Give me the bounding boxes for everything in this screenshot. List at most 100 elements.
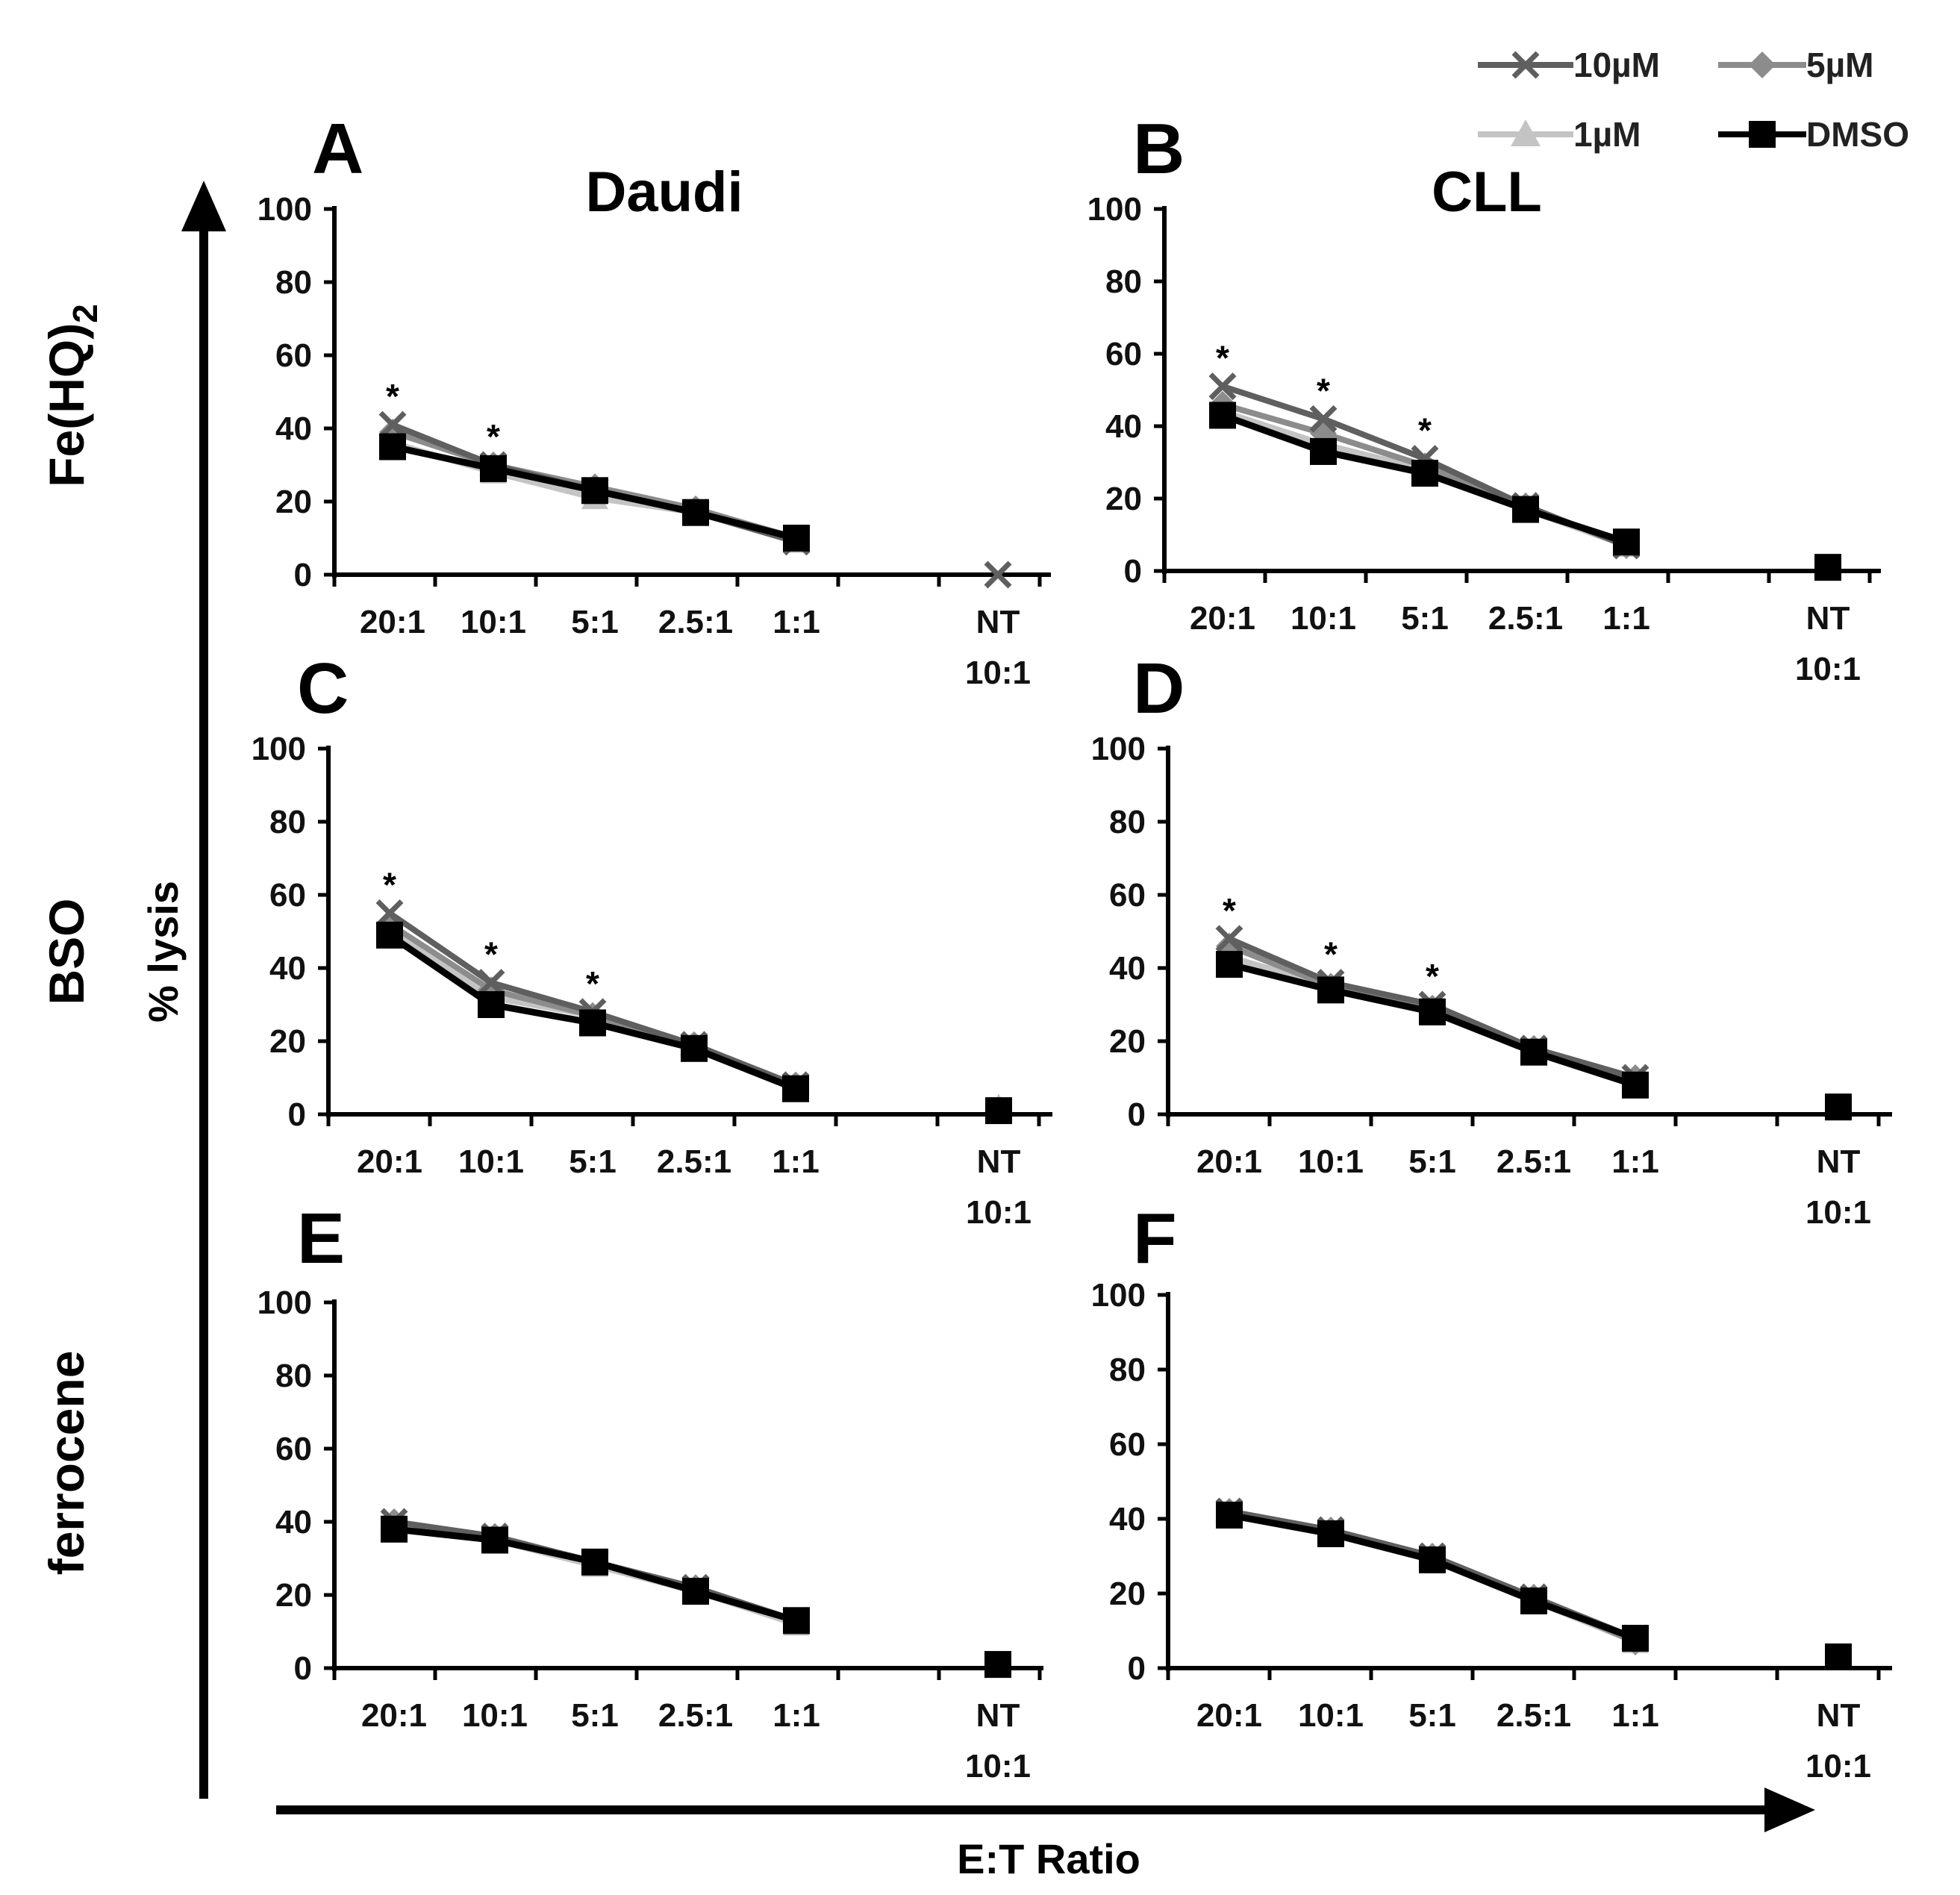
point-dmso [783, 1607, 810, 1635]
x-tick-label: 1:1 [1602, 600, 1650, 637]
square-icon [1749, 121, 1776, 148]
legend-label-dmso: DMSO [1806, 115, 1909, 154]
panel-letter-a: A [312, 109, 363, 189]
x-tick-label: 5:1 [1408, 1143, 1456, 1180]
row-title-fehq2-text: Fe(HQ) [39, 323, 94, 487]
series-line-5um [1229, 1508, 1637, 1645]
x-tick-label: 2.5:1 [658, 1697, 733, 1734]
y-tick-label: 40 [269, 950, 306, 987]
y-tick-label: 20 [1109, 1023, 1146, 1060]
point-dmso [381, 1515, 408, 1543]
x-tick-label-line: NT [976, 604, 1020, 640]
x-tick-label: 10:1 [458, 1143, 524, 1180]
significance-star: * [1223, 891, 1236, 930]
x-tick-label-line: NT [977, 1143, 1021, 1180]
panel-c: C 0 20 40 60 80 100 20:1 10:1 5:1 2.5:1 1:1 NT 10:1 *… [252, 649, 1052, 1231]
y-tick-label: 60 [269, 877, 306, 914]
legend-item-5um: 5µM [1718, 46, 1873, 84]
x-tick-label-line: 10:1 [966, 1194, 1032, 1231]
point-dmso [682, 499, 709, 526]
point-dmso [682, 1578, 709, 1605]
x-tick-label: 10:1 [1290, 600, 1356, 637]
y-tick-label: 80 [1109, 1352, 1146, 1388]
x-tick-label-line: 10:1 [1805, 1748, 1871, 1785]
x-tick-label-line: 10:1 [1805, 1194, 1871, 1231]
y-tick-label: 60 [1105, 336, 1142, 372]
panel-b: B 0 20 40 60 80 100 20:1 10:1 5:1 2.5:1 1:1 NT 10:1 *… [1087, 109, 1881, 687]
y-tick-label: 0 [294, 557, 312, 593]
y-tick-label: 40 [275, 410, 312, 447]
legend-item-dmso: DMSO [1718, 115, 1909, 154]
x-tick-label-line: 10:1 [965, 1748, 1031, 1785]
point-10um [375, 899, 404, 927]
x-tick-label: 10:1 [462, 1697, 528, 1734]
row-title-fehq2-subscript: 2 [66, 304, 104, 323]
point-dmso [1216, 951, 1243, 978]
point-dmso [376, 921, 403, 949]
legend-label-1um: 1µM [1573, 115, 1641, 154]
point-dmso [1825, 1093, 1852, 1121]
y-tick-label: 100 [252, 731, 306, 767]
x-tick-label: NT 10:1 [966, 1143, 1032, 1231]
x-tick-label: 2.5:1 [657, 1143, 731, 1180]
point-dmso [1209, 402, 1236, 429]
triangle-icon [1511, 119, 1541, 146]
y-tick-label: 20 [275, 484, 312, 520]
y-tick-label: 80 [275, 264, 312, 301]
point-dmso [481, 1526, 508, 1554]
y-tick-label: 60 [275, 337, 312, 374]
x-tick-label: 20:1 [357, 1143, 422, 1180]
x-tick-label: 20:1 [360, 604, 425, 640]
legend-label-10um: 10µM [1573, 46, 1660, 84]
point-dmso [1419, 998, 1446, 1025]
row-title-bso: BSO [39, 898, 94, 1005]
y-tick-label: 0 [1124, 553, 1142, 590]
x-tick-label: 5:1 [1408, 1697, 1456, 1734]
x-tick-label: 10:1 [1298, 1697, 1364, 1734]
significance-star: * [1317, 371, 1330, 410]
y-tick-label: 60 [275, 1431, 312, 1467]
point-10um [477, 969, 505, 997]
y-tick-label: 100 [258, 1284, 312, 1321]
y-tick-label: 0 [1128, 1096, 1146, 1133]
point-dmso [1419, 1546, 1446, 1573]
point-dmso [1310, 437, 1337, 465]
y-tick-label: 20 [275, 1577, 312, 1614]
x-tick-label: 20:1 [1190, 600, 1255, 637]
y-tick-label: 40 [275, 1504, 312, 1540]
y-tick-label: 80 [1105, 263, 1142, 300]
x-tick-label-line: 10:1 [965, 655, 1031, 691]
y-tick-label: 100 [1087, 191, 1142, 228]
legend: 10µM 5µM 1µM DMSO [1478, 46, 1909, 154]
point-10um [984, 561, 1012, 589]
up-arrow-icon [181, 181, 226, 231]
panel-letter-f: F [1133, 1199, 1177, 1279]
x-tick-label: 2.5:1 [1496, 1697, 1571, 1734]
point-dmso [1520, 1588, 1547, 1614]
point-dmso [1814, 554, 1841, 581]
point-dmso [379, 433, 406, 461]
x-tick-label: 2.5:1 [1488, 600, 1563, 637]
y-tick-label: 40 [1109, 950, 1146, 987]
row-title-fehq2: Fe(HQ)2 [39, 304, 104, 487]
x-tick-label: 20:1 [1196, 1143, 1262, 1180]
point-10um [378, 410, 407, 439]
point-dmso [1317, 1520, 1344, 1547]
point-dmso [1613, 528, 1640, 556]
point-10um [1309, 405, 1338, 433]
point-dmso [1825, 1643, 1852, 1670]
y-tick-label: 20 [269, 1023, 306, 1060]
significance-star: * [484, 935, 498, 974]
y-tick-label: 80 [1109, 804, 1146, 840]
x-tick-label: 20:1 [361, 1697, 427, 1734]
panel-d: D 0 20 40 60 80 100 20:1 10:1 5:1 2.5:1 1:1 NT 10:1 *… [1091, 649, 1892, 1231]
x-tick-label: NT 10:1 [1805, 1143, 1871, 1231]
x-tick-label: 2.5:1 [658, 604, 733, 640]
point-dmso [783, 525, 810, 552]
point-dmso [1520, 1038, 1547, 1066]
point-dmso [681, 1034, 708, 1062]
point-10um [1215, 925, 1243, 953]
significance-star: * [386, 377, 399, 416]
column-title-daudi: Daudi [585, 160, 743, 224]
